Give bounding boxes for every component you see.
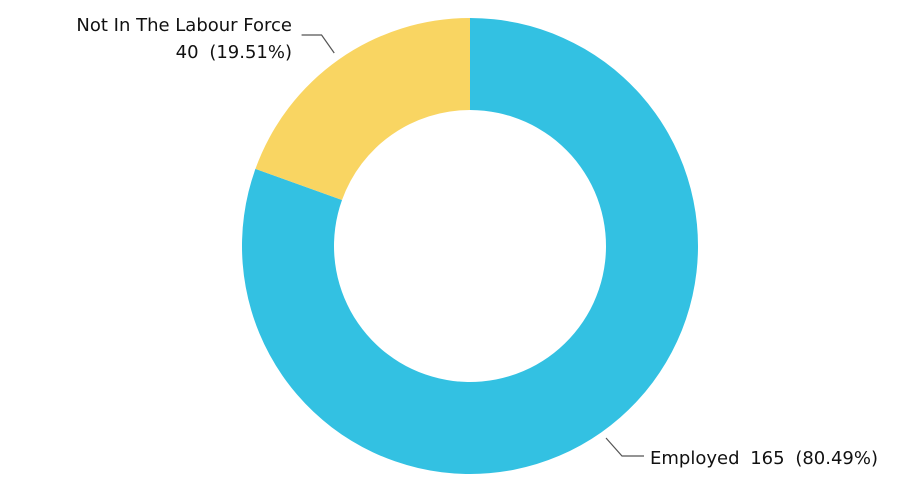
leader-line-employed (605, 437, 644, 457)
slice-label-not-in-labour-force: Not In The Labour Force 40 (19.51%) (76, 15, 292, 63)
leader-line-not-in-labour-force (301, 34, 335, 54)
slice-name-employed: Employed (650, 448, 740, 469)
slice-value-employed: 165 (750, 448, 784, 469)
slice-value-not-in-labour-force: 40 (176, 42, 199, 63)
slice-percent-not-in-labour-force: (19.51%) (209, 42, 292, 63)
slice-label-not-in-labour-force-name: Not In The Labour Force (76, 15, 292, 36)
leader-lines (301, 34, 644, 457)
slices-layer (241, 18, 698, 475)
slice-label-not-in-labour-force-value: 40 (19.51%) (176, 42, 292, 63)
slice-label-employed: Employed 165 (80.49%) (650, 448, 878, 469)
slice-not-in-labour-force (255, 18, 470, 201)
slice-percent-employed: (80.49%) (795, 448, 878, 469)
slice-employed (241, 18, 698, 475)
